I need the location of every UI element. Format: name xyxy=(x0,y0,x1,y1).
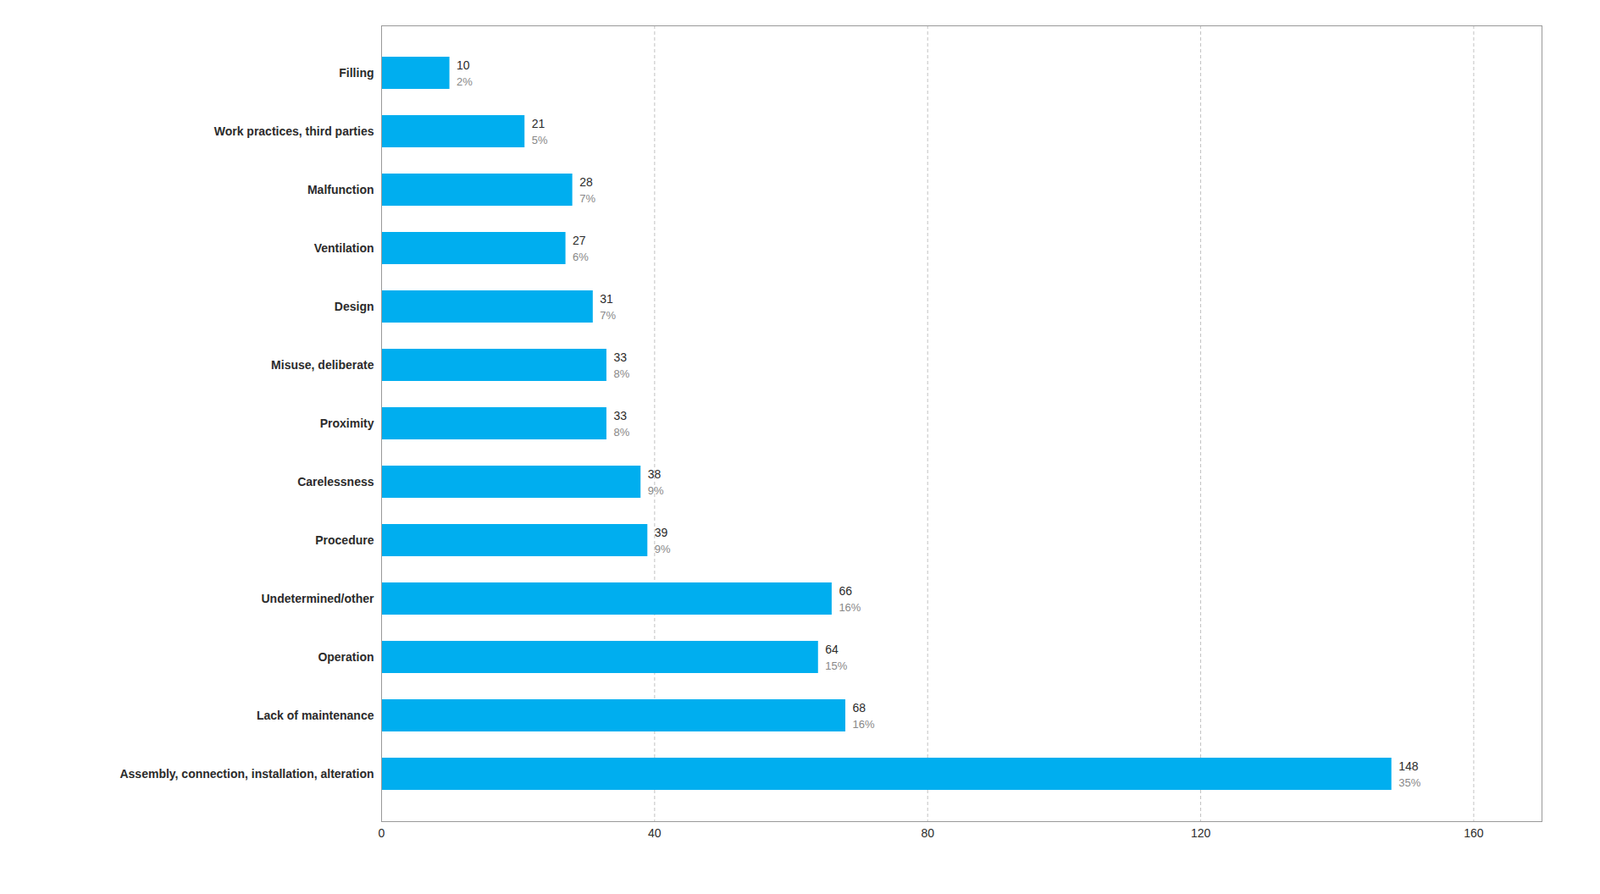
svg-text:66: 66 xyxy=(838,584,853,598)
svg-text:6%: 6% xyxy=(572,250,589,264)
svg-text:Work practices, third parties: Work practices, third parties xyxy=(214,124,375,139)
svg-text:40: 40 xyxy=(647,826,662,841)
svg-text:80: 80 xyxy=(920,826,935,841)
svg-text:64: 64 xyxy=(824,642,839,657)
svg-text:Design: Design xyxy=(334,299,375,314)
svg-text:Filling: Filling xyxy=(338,66,374,80)
svg-text:9%: 9% xyxy=(647,484,665,498)
svg-text:5%: 5% xyxy=(531,133,549,147)
svg-text:Malfunction: Malfunction xyxy=(307,182,375,197)
svg-text:120: 120 xyxy=(1190,826,1212,841)
svg-text:8%: 8% xyxy=(613,367,630,381)
svg-text:160: 160 xyxy=(1463,826,1484,841)
svg-text:Misuse, deliberate: Misuse, deliberate xyxy=(271,358,375,372)
svg-text:Operation: Operation xyxy=(317,650,374,665)
svg-text:7%: 7% xyxy=(599,309,616,322)
svg-text:8%: 8% xyxy=(613,426,630,439)
svg-text:27: 27 xyxy=(572,233,587,248)
svg-text:Proximity: Proximity xyxy=(320,416,375,431)
svg-text:35%: 35% xyxy=(1398,776,1421,790)
svg-text:Lack of maintenance: Lack of maintenance xyxy=(256,708,375,723)
svg-text:10: 10 xyxy=(456,58,471,72)
svg-text:38: 38 xyxy=(647,467,662,482)
svg-text:16%: 16% xyxy=(838,601,861,615)
svg-text:15%: 15% xyxy=(824,659,848,673)
svg-text:Carelessness: Carelessness xyxy=(297,475,375,489)
svg-text:28: 28 xyxy=(579,175,593,189)
svg-text:21: 21 xyxy=(531,116,546,131)
svg-text:7%: 7% xyxy=(579,192,596,205)
svg-text:16%: 16% xyxy=(852,718,875,731)
svg-text:Procedure: Procedure xyxy=(315,533,374,548)
svg-text:39: 39 xyxy=(654,525,669,540)
svg-text:Ventilation: Ventilation xyxy=(314,241,375,255)
svg-text:2%: 2% xyxy=(456,75,473,89)
svg-text:68: 68 xyxy=(852,701,867,715)
svg-text:33: 33 xyxy=(613,409,627,423)
svg-text:33: 33 xyxy=(613,350,627,365)
svg-text:9%: 9% xyxy=(654,542,671,556)
svg-text:148: 148 xyxy=(1398,759,1419,774)
svg-text:0: 0 xyxy=(378,826,386,841)
svg-text:31: 31 xyxy=(599,292,614,306)
svg-text:Undetermined/other: Undetermined/other xyxy=(260,592,375,606)
svg-text:Assembly, connection, installa: Assembly, connection, installation, alte… xyxy=(119,767,374,781)
